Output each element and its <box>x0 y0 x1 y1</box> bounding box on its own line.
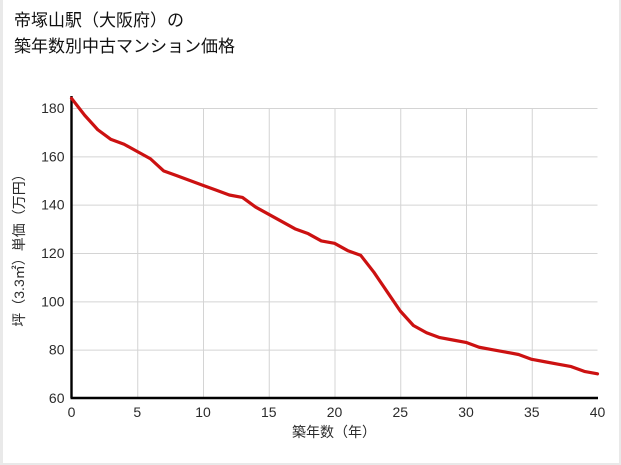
y-tick-label: 120 <box>41 245 65 261</box>
page-title: 帝塚山駅（大阪府）の 築年数別中古マンション価格 <box>14 11 235 56</box>
y-tick-label: 100 <box>41 293 65 309</box>
y-tick-label: 180 <box>41 100 65 116</box>
y-tick-label: 160 <box>41 148 65 164</box>
x-tick-label: 25 <box>392 404 408 420</box>
x-tick-label: 30 <box>458 404 474 420</box>
data-series-line <box>69 96 600 376</box>
x-axis-ticks: 0 5 10 15 20 25 30 35 40 <box>68 404 606 420</box>
x-tick-label: 20 <box>327 404 343 420</box>
x-tick-label: 10 <box>195 404 211 420</box>
gridlines-group <box>71 108 598 398</box>
y-tick-label: 60 <box>49 390 65 406</box>
y-tick-label: 140 <box>41 197 65 213</box>
x-tick-label: 35 <box>524 404 540 420</box>
x-tick-label: 40 <box>590 404 606 420</box>
x-axis-title: 築年数（年） <box>292 424 376 440</box>
y-axis-title: 坪（3.3㎡）単価（万円） <box>11 167 27 326</box>
y-axis-ticks: 60 80 100 120 140 160 180 <box>41 100 65 406</box>
x-tick-label: 5 <box>133 404 141 420</box>
y-tick-label: 80 <box>49 342 65 358</box>
x-tick-label: 15 <box>261 404 277 420</box>
x-tick-label: 0 <box>68 404 76 420</box>
